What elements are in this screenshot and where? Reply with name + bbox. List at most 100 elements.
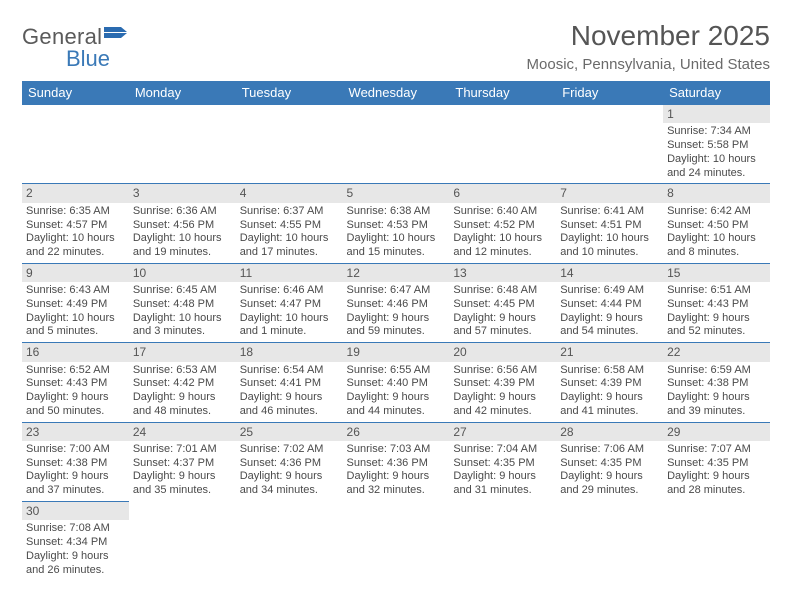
daylight-line: Daylight: 9 hours and 46 minutes. — [240, 391, 339, 419]
day-number: 16 — [22, 343, 129, 361]
calendar-cell: 23Sunrise: 7:00 AMSunset: 4:38 PMDayligh… — [22, 422, 129, 501]
day-number: 20 — [449, 343, 556, 361]
daylight-line: Daylight: 10 hours and 15 minutes. — [347, 232, 446, 260]
daylight-line: Daylight: 9 hours and 44 minutes. — [347, 391, 446, 419]
daylight-line: Daylight: 9 hours and 28 minutes. — [667, 470, 766, 498]
day-body: Sunrise: 6:53 AMSunset: 4:42 PMDaylight:… — [129, 362, 236, 422]
day-number: 23 — [22, 423, 129, 441]
sunrise-line: Sunrise: 7:00 AM — [26, 443, 125, 457]
sunset-line: Sunset: 4:35 PM — [453, 457, 552, 471]
day-number: 7 — [556, 184, 663, 202]
sunset-line: Sunset: 4:52 PM — [453, 219, 552, 233]
calendar-cell: 26Sunrise: 7:03 AMSunset: 4:36 PMDayligh… — [343, 422, 450, 501]
calendar-cell: 29 Sunrise: 7:07 AMSunset: 4:35 PMDayligh… — [663, 422, 770, 501]
sunset-line: Sunset: 4:56 PM — [133, 219, 232, 233]
daylight-line: Daylight: 10 hours and 1 minute. — [240, 312, 339, 340]
day-number: 18 — [236, 343, 343, 361]
sunrise-line: Sunrise: 6:47 AM — [347, 284, 446, 298]
calendar-cell — [236, 105, 343, 184]
day-number: 8 — [663, 184, 770, 202]
day-number: 5 — [343, 184, 450, 202]
daylight-line: Daylight: 9 hours and 29 minutes. — [560, 470, 659, 498]
day-body: Sunrise: 6:48 AMSunset: 4:45 PMDaylight:… — [449, 282, 556, 342]
sunrise-line: Sunrise: 6:45 AM — [133, 284, 232, 298]
daylight-line: Daylight: 9 hours and 35 minutes. — [133, 470, 232, 498]
sunrise-line: Sunrise: 6:40 AM — [453, 205, 552, 219]
sunrise-line: Sunrise: 6:35 AM — [26, 205, 125, 219]
title-block: November 2025 Moosic, Pennsylvania, Unit… — [527, 20, 770, 73]
sunrise-line: Sunrise: 7:34 AM — [667, 125, 766, 139]
sunrise-line: Sunrise: 6:36 AM — [133, 205, 232, 219]
sunset-line: Sunset: 4:39 PM — [453, 377, 552, 391]
col-header: Thursday — [449, 81, 556, 105]
calendar-cell: 20Sunrise: 6:56 AMSunset: 4:39 PMDayligh… — [449, 343, 556, 422]
sunset-line: Sunset: 4:43 PM — [26, 377, 125, 391]
col-header: Sunday — [22, 81, 129, 105]
calendar-cell: 19Sunrise: 6:55 AMSunset: 4:40 PMDayligh… — [343, 343, 450, 422]
daylight-line: Daylight: 10 hours and 19 minutes. — [133, 232, 232, 260]
calendar-cell — [663, 501, 770, 580]
daylight-line: Daylight: 10 hours and 5 minutes. — [26, 312, 125, 340]
calendar-cell: 6Sunrise: 6:40 AMSunset: 4:52 PMDaylight… — [449, 184, 556, 263]
calendar-row: 23Sunrise: 7:00 AMSunset: 4:38 PMDayligh… — [22, 422, 770, 501]
sunrise-line: Sunrise: 7:04 AM — [453, 443, 552, 457]
calendar-cell: 30Sunrise: 7:08 AMSunset: 4:34 PMDayligh… — [22, 501, 129, 580]
day-body: Sunrise: 6:46 AMSunset: 4:47 PMDaylight:… — [236, 282, 343, 342]
calendar-cell — [449, 105, 556, 184]
calendar-cell — [22, 105, 129, 184]
col-header: Wednesday — [343, 81, 450, 105]
day-number: 30 — [22, 502, 129, 520]
day-body: Sunrise: 6:41 AMSunset: 4:51 PMDaylight:… — [556, 203, 663, 263]
calendar-row: 2Sunrise: 6:35 AMSunset: 4:57 PMDaylight… — [22, 184, 770, 263]
daylight-line: Daylight: 9 hours and 42 minutes. — [453, 391, 552, 419]
day-body: Sunrise: 6:45 AMSunset: 4:48 PMDaylight:… — [129, 282, 236, 342]
page: General Blue November 2025 Moosic, Penns… — [0, 0, 792, 600]
calendar-cell: 22Sunrise: 6:59 AMSunset: 4:38 PMDayligh… — [663, 343, 770, 422]
day-body: Sunrise: 7:03 AMSunset: 4:36 PMDaylight:… — [343, 441, 450, 501]
col-header: Saturday — [663, 81, 770, 105]
calendar-cell: 8Sunrise: 6:42 AMSunset: 4:50 PMDaylight… — [663, 184, 770, 263]
sunrise-line: Sunrise: 7:07 AM — [667, 443, 766, 457]
day-body: Sunrise: 7:04 AMSunset: 4:35 PMDaylight:… — [449, 441, 556, 501]
daylight-line: Daylight: 10 hours and 22 minutes. — [26, 232, 125, 260]
sunrise-line: Sunrise: 6:38 AM — [347, 205, 446, 219]
daylight-line: Daylight: 9 hours and 34 minutes. — [240, 470, 339, 498]
calendar-cell: 5 Sunrise: 6:38 AMSunset: 4:53 PMDaylight… — [343, 184, 450, 263]
day-body: Sunrise: 7:02 AMSunset: 4:36 PMDaylight:… — [236, 441, 343, 501]
day-number: 12 — [343, 264, 450, 282]
sunrise-line: Sunrise: 7:06 AM — [560, 443, 659, 457]
calendar-cell: 10Sunrise: 6:45 AMSunset: 4:48 PMDayligh… — [129, 263, 236, 342]
header: General Blue November 2025 Moosic, Penns… — [22, 20, 770, 73]
day-number: 10 — [129, 264, 236, 282]
logo-flag-icon — [103, 26, 129, 44]
sunset-line: Sunset: 4:46 PM — [347, 298, 446, 312]
calendar-cell — [343, 105, 450, 184]
calendar-cell: 2Sunrise: 6:35 AMSunset: 4:57 PMDaylight… — [22, 184, 129, 263]
day-body: Sunrise: 6:49 AMSunset: 4:44 PMDaylight:… — [556, 282, 663, 342]
sunset-line: Sunset: 4:35 PM — [560, 457, 659, 471]
calendar-cell: 21Sunrise: 6:58 AMSunset: 4:39 PMDayligh… — [556, 343, 663, 422]
logo-text: General Blue — [22, 26, 129, 70]
col-header: Friday — [556, 81, 663, 105]
sunset-line: Sunset: 4:45 PM — [453, 298, 552, 312]
daylight-line: Daylight: 10 hours and 24 minutes. — [667, 153, 766, 181]
day-number: 27 — [449, 423, 556, 441]
sunrise-line: Sunrise: 6:43 AM — [26, 284, 125, 298]
calendar-cell: 27Sunrise: 7:04 AMSunset: 4:35 PMDayligh… — [449, 422, 556, 501]
daylight-line: Daylight: 9 hours and 48 minutes. — [133, 391, 232, 419]
sunset-line: Sunset: 4:41 PM — [240, 377, 339, 391]
calendar-cell — [343, 501, 450, 580]
day-body: Sunrise: 6:56 AMSunset: 4:39 PMDaylight:… — [449, 362, 556, 422]
daylight-line: Daylight: 9 hours and 41 minutes. — [560, 391, 659, 419]
calendar-cell: 11Sunrise: 6:46 AMSunset: 4:47 PMDayligh… — [236, 263, 343, 342]
calendar-cell: 18Sunrise: 6:54 AMSunset: 4:41 PMDayligh… — [236, 343, 343, 422]
day-number: 29 — [663, 423, 770, 441]
day-body: Sunrise: 7:00 AMSunset: 4:38 PMDaylight:… — [22, 441, 129, 501]
calendar-row: 16Sunrise: 6:52 AMSunset: 4:43 PMDayligh… — [22, 343, 770, 422]
day-number: 19 — [343, 343, 450, 361]
day-number: 9 — [22, 264, 129, 282]
sunset-line: Sunset: 4:35 PM — [667, 457, 766, 471]
page-subtitle: Moosic, Pennsylvania, United States — [527, 56, 770, 73]
sunset-line: Sunset: 4:53 PM — [347, 219, 446, 233]
calendar-cell: 7Sunrise: 6:41 AMSunset: 4:51 PMDaylight… — [556, 184, 663, 263]
